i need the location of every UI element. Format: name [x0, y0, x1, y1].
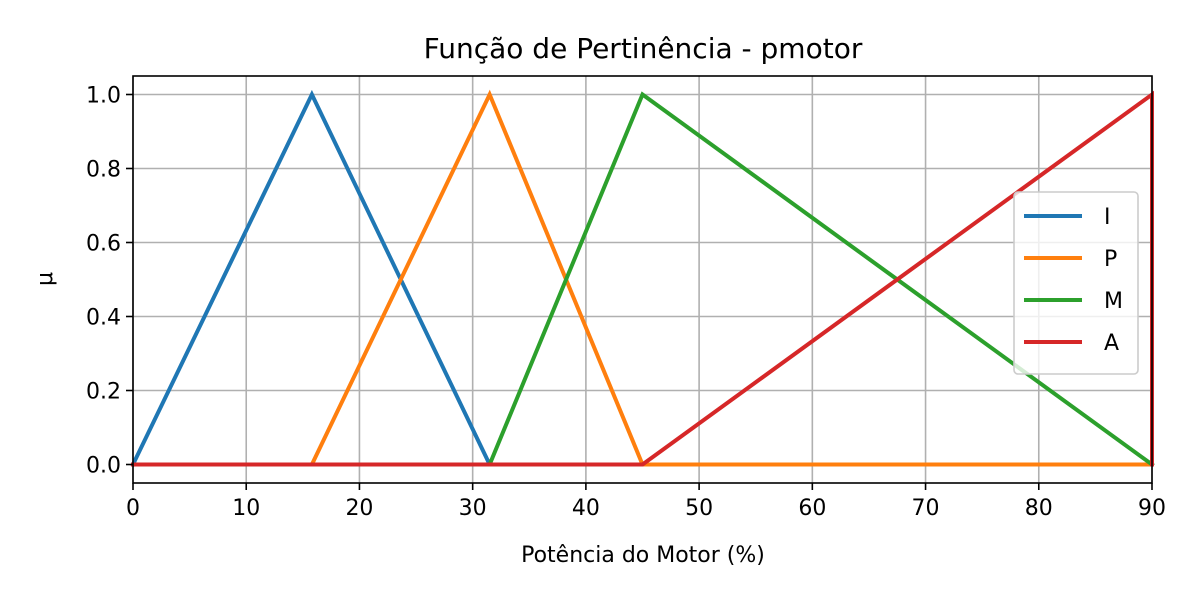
y-tick-label: 1.0	[86, 84, 121, 109]
x-axis-label: Potência do Motor (%)	[521, 543, 765, 568]
legend-label-p: P	[1104, 247, 1117, 272]
y-tick-label: 0.8	[86, 158, 121, 183]
x-tick-label: 0	[126, 496, 140, 521]
x-tick-label: 50	[685, 496, 713, 521]
plot-frame	[132, 75, 1153, 484]
x-tick-label: 20	[345, 496, 373, 521]
x-tick-label: 80	[1025, 496, 1053, 521]
x-axis-ticks: 0 10 20 30 40 50 60 70 80 90	[126, 483, 1166, 521]
x-tick-label: 70	[912, 496, 940, 521]
chart-title: Função de Pertinência - pmotor	[424, 32, 863, 65]
legend-box	[1013, 191, 1139, 375]
x-tick-label: 30	[459, 496, 487, 521]
y-axis-ticks: 0.0 0.2 0.4 0.6 0.8 1.0	[86, 84, 133, 479]
y-tick-label: 0.0	[86, 454, 121, 479]
legend-label-a: A	[1104, 331, 1119, 356]
y-axis-label: μ	[33, 272, 58, 286]
y-tick-label: 0.2	[86, 380, 121, 405]
x-tick-label: 10	[232, 496, 260, 521]
legend-label-m: M	[1104, 289, 1123, 314]
x-tick-label: 60	[798, 496, 826, 521]
y-tick-label: 0.4	[86, 306, 121, 331]
x-tick-label: 40	[572, 496, 600, 521]
x-tick-label: 90	[1138, 496, 1166, 521]
y-tick-label: 0.6	[86, 232, 121, 257]
legend-label-i: I	[1104, 205, 1111, 230]
